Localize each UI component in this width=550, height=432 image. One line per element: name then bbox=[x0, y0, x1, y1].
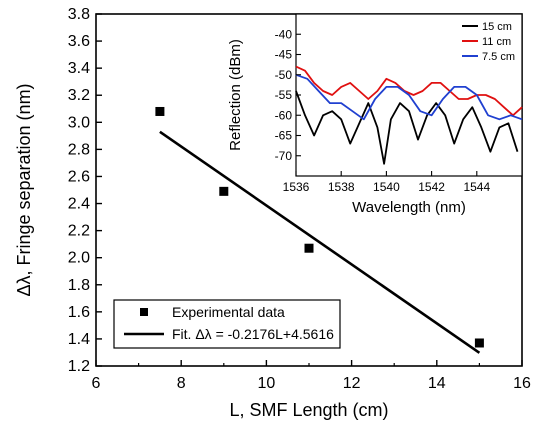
inset-legend-label: 15 cm bbox=[482, 21, 512, 33]
y-tick-label: 3.6 bbox=[68, 33, 90, 50]
inset-y-tick-label: -65 bbox=[275, 129, 293, 143]
inset-x-axis-label: Wavelength (nm) bbox=[352, 199, 466, 216]
y-tick-label: 1.8 bbox=[68, 277, 90, 294]
data-point bbox=[474, 338, 484, 348]
y-tick-label: 2.8 bbox=[68, 141, 90, 158]
y-tick-label: 3.0 bbox=[68, 114, 90, 131]
inset-x-tick-label: 1540 bbox=[373, 180, 400, 194]
x-tick-label: 8 bbox=[177, 375, 186, 392]
main-plot: 6 8 10 12 14 16 1.2 1.4 1.6 1.8 2.0 2.2 2.4 2.6 2.8 3.0… bbox=[14, 6, 531, 420]
y-tick-label: 2.4 bbox=[68, 196, 90, 213]
x-tick-label: 14 bbox=[428, 375, 446, 392]
inset-legend-label: 11 cm bbox=[482, 36, 511, 48]
inset-plot: 1536 1538 1540 1542 1544 -70 -65 -60 -55 -50 -45 -4… bbox=[227, 13, 523, 216]
y-tick-label: 1.2 bbox=[68, 358, 90, 375]
x-tick-label: 6 bbox=[92, 375, 101, 392]
y-tick-label: 1.6 bbox=[68, 304, 90, 321]
data-point bbox=[219, 186, 229, 196]
inset-x-tick-label: 1544 bbox=[463, 180, 490, 194]
inset-y-tick-label: -40 bbox=[275, 27, 293, 41]
inset-series-line bbox=[295, 90, 519, 165]
inset-y-tick-label: -50 bbox=[275, 68, 293, 82]
inset-y-tick-label: -55 bbox=[275, 88, 293, 102]
y-tick-label: 3.2 bbox=[68, 87, 90, 104]
inset-x-tick-label: 1542 bbox=[418, 180, 445, 194]
inset-legend-label: 7.5 cm bbox=[482, 51, 515, 63]
inset-legend: 15 cm 11 cm 7.5 cm bbox=[458, 18, 520, 66]
y-tick-label: 3.4 bbox=[68, 60, 90, 77]
inset-series-line bbox=[295, 65, 523, 117]
fit-line bbox=[159, 130, 481, 354]
inset-y-tick-label: -45 bbox=[275, 48, 293, 62]
x-tick-label: 10 bbox=[258, 375, 276, 392]
legend-label-fit: Fit. Δλ = -0.2176L+4.5616 bbox=[172, 326, 334, 342]
x-tick-label: 12 bbox=[343, 375, 361, 392]
data-point bbox=[304, 243, 314, 253]
inset-x-tick-label: 1536 bbox=[283, 180, 310, 194]
y-axis-label: Δλ, Fringe separation (nm) bbox=[14, 83, 34, 296]
inset-y-axis-label: Reflection (dBm) bbox=[227, 39, 244, 151]
inset-y-tick-label: -60 bbox=[275, 108, 293, 122]
legend-box bbox=[113, 299, 341, 349]
inset-x-tick-label: 1538 bbox=[328, 180, 355, 194]
y-tick-label: 2.6 bbox=[68, 168, 90, 185]
legend-label-experimental: Experimental data bbox=[172, 304, 285, 320]
data-point bbox=[155, 106, 165, 116]
main-legend: Experimental data Fit. Δλ = -0.2176L+4.56… bbox=[113, 299, 341, 349]
y-tick-label: 3.8 bbox=[68, 6, 90, 23]
x-axis-label: L, SMF Length (cm) bbox=[229, 400, 388, 420]
legend-marker-experimental bbox=[140, 308, 148, 316]
x-tick-label: 16 bbox=[513, 375, 531, 392]
inset-y-tick-label: -70 bbox=[275, 149, 293, 163]
inset-series-line bbox=[295, 73, 523, 121]
y-tick-label: 1.4 bbox=[68, 331, 90, 348]
y-tick-label: 2.0 bbox=[68, 250, 90, 267]
y-tick-label: 2.2 bbox=[68, 223, 90, 240]
